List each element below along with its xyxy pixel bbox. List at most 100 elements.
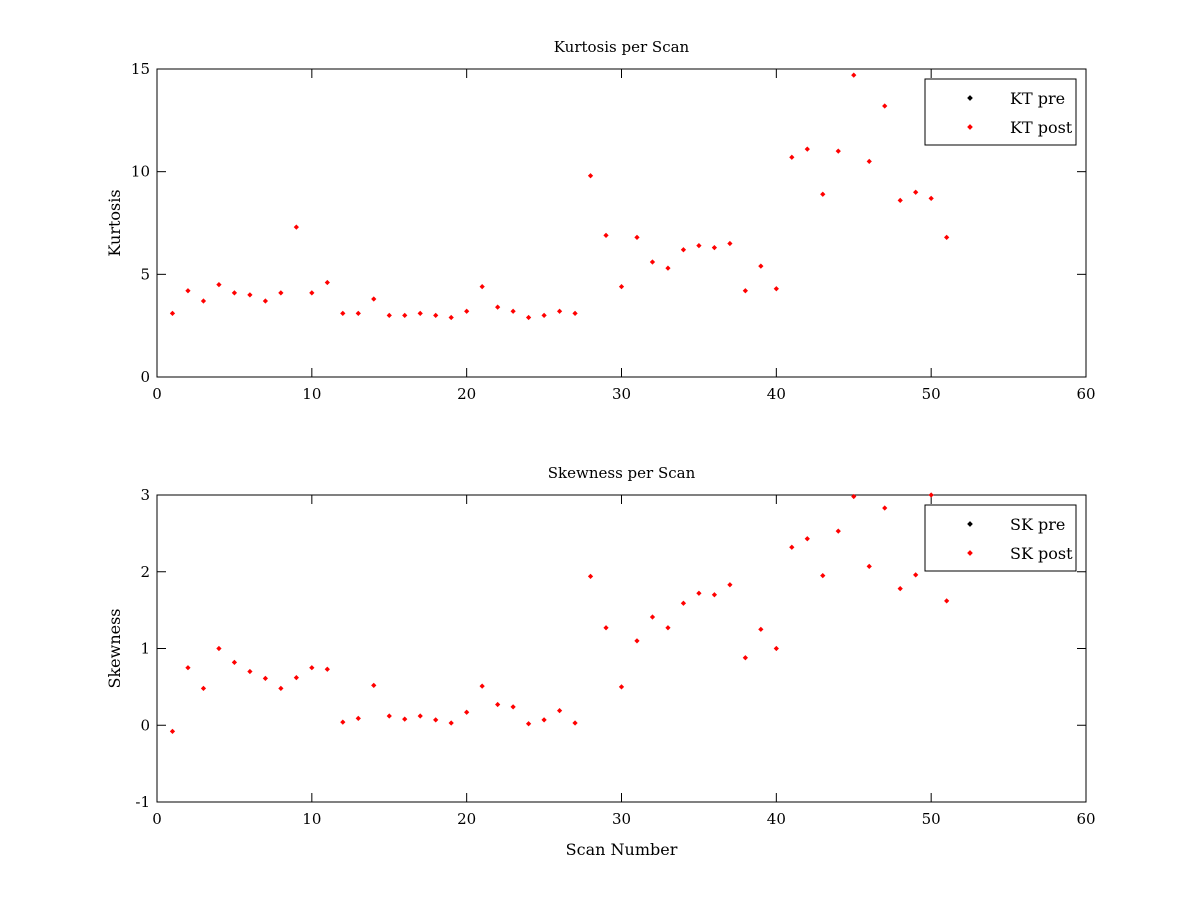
kurtosis-data-point-post <box>231 290 238 296</box>
skewness-ytick-label: 3 <box>140 486 150 504</box>
skewness-data-point-post <box>231 659 238 665</box>
kurtosis-data-point-post <box>417 310 423 316</box>
skewness-data-point-post <box>200 685 207 692</box>
skewness-data-point-post <box>773 645 779 652</box>
skewness-data-point-post <box>603 625 609 631</box>
kurtosis-legend-marker-pre <box>967 95 973 101</box>
skewness-data-point-post <box>525 721 532 727</box>
kurtosis-data-point-post <box>773 286 779 292</box>
skewness-data-point-post <box>510 704 516 710</box>
kurtosis-xtick-label: 20 <box>457 385 476 403</box>
skewness-data-point-post <box>727 582 733 588</box>
kurtosis-data-point-post <box>293 224 299 230</box>
skewness-data-point-post <box>680 600 687 606</box>
kurtosis-data-point-post <box>835 148 841 154</box>
kurtosis-chart-title: Kurtosis per Scan <box>554 38 690 56</box>
skewness-data-point-post <box>634 638 640 644</box>
kurtosis-data-point-post <box>479 284 485 290</box>
skewness-legend <box>924 504 1077 572</box>
skewness-data-point-post <box>851 493 857 500</box>
kurtosis-data-point-post <box>742 288 748 294</box>
skewness-data-point-post <box>572 720 578 726</box>
skewness-data-point-post <box>541 717 547 723</box>
skewness-data-point-post <box>835 528 841 534</box>
skewness-data-point-post <box>386 713 392 719</box>
skewness-data-point-post <box>169 728 176 735</box>
kurtosis-xtick-label: 50 <box>922 385 941 403</box>
kurtosis-xtick-label: 0 <box>152 385 162 403</box>
skewness-data-point-post <box>913 572 919 578</box>
skewness-data-point-post <box>897 586 903 592</box>
skewness-legend-label-pre: SK pre <box>1010 515 1065 534</box>
skewness-data-point-post <box>464 709 470 715</box>
skewness-data-point-post <box>882 505 888 511</box>
kurtosis-y-axis-label: Kurtosis <box>105 189 124 256</box>
kurtosis-data-point-post <box>495 304 501 310</box>
skewness-data-point-post <box>262 675 269 682</box>
kurtosis-data-point-post <box>247 292 253 298</box>
kurtosis-legend-label-pre: KT pre <box>1010 89 1065 108</box>
skewness-data-point-post <box>185 665 191 671</box>
skewness-data-point-post <box>649 614 656 620</box>
skewness-data-point-post <box>278 685 284 692</box>
kurtosis-data-point-post <box>169 310 176 316</box>
kurtosis-xtick-label: 60 <box>1076 385 1095 403</box>
kurtosis-data-point-post <box>200 298 207 304</box>
kurtosis-data-point-post <box>572 310 578 316</box>
skewness-xtick-label: 50 <box>922 810 941 828</box>
skewness-data-point-post <box>742 655 748 661</box>
skewness-data-point-post <box>556 708 563 714</box>
kurtosis-data-point-post <box>820 191 826 197</box>
kurtosis-ytick-label: 15 <box>131 60 150 78</box>
skewness-xtick-label: 20 <box>457 810 476 828</box>
skewness-legend-marker-pre <box>967 521 973 527</box>
skewness-data-point-post <box>247 668 253 675</box>
skewness-data-point-post <box>293 675 299 681</box>
skewness-data-point-post <box>340 719 346 725</box>
kurtosis-xtick-label: 40 <box>767 385 786 403</box>
kurtosis-xtick-label: 10 <box>302 385 321 403</box>
kurtosis-legend-marker-post <box>967 124 973 130</box>
kurtosis-data-point-post <box>618 284 625 290</box>
skewness-data-point-post <box>928 492 934 498</box>
skewness-data-point-post <box>665 625 671 631</box>
kurtosis-data-point-post <box>851 72 857 78</box>
kurtosis-data-point-post <box>510 308 516 314</box>
skewness-data-point-post <box>324 666 330 672</box>
kurtosis-xtick-label: 30 <box>612 385 631 403</box>
skewness-data-point-post <box>696 590 702 596</box>
kurtosis-data-point-post <box>696 242 702 249</box>
kurtosis-ytick-label: 5 <box>140 265 150 283</box>
skewness-legend-label-post: SK post <box>1010 544 1073 563</box>
skewness-data-point-post <box>804 536 810 542</box>
skewness-ytick-label: 2 <box>140 563 150 581</box>
skewness-data-point-post <box>417 713 423 719</box>
kurtosis-data-point-post <box>185 288 191 294</box>
kurtosis-data-point-post <box>928 195 934 201</box>
kurtosis-data-point-post <box>278 290 284 296</box>
skewness-legend-marker-post <box>967 550 973 556</box>
kurtosis-legend-label-post: KT post <box>1010 118 1073 137</box>
skewness-xtick-label: 60 <box>1076 810 1095 828</box>
skewness-data-point-post <box>433 717 439 723</box>
kurtosis-data-point-post <box>448 314 454 321</box>
skewness-data-point-post <box>758 626 764 632</box>
skewness-data-point-post <box>371 682 377 688</box>
kurtosis-data-point-post <box>603 232 609 238</box>
kurtosis-data-point-post <box>944 234 950 240</box>
kurtosis-data-point-post <box>386 312 392 319</box>
kurtosis-data-point-post <box>402 312 408 319</box>
skewness-data-point-post <box>820 572 826 579</box>
kurtosis-data-point-post <box>758 263 764 269</box>
kurtosis-data-point-post <box>665 265 671 271</box>
kurtosis-data-point-post <box>433 312 439 319</box>
skewness-data-point-post <box>789 544 795 550</box>
skewness-data-point-post <box>711 592 718 598</box>
kurtosis-data-point-post <box>216 281 222 288</box>
skewness-ytick-label: 0 <box>140 716 150 734</box>
kurtosis-data-point-post <box>355 310 361 316</box>
skewness-ytick-label: -1 <box>135 793 150 811</box>
